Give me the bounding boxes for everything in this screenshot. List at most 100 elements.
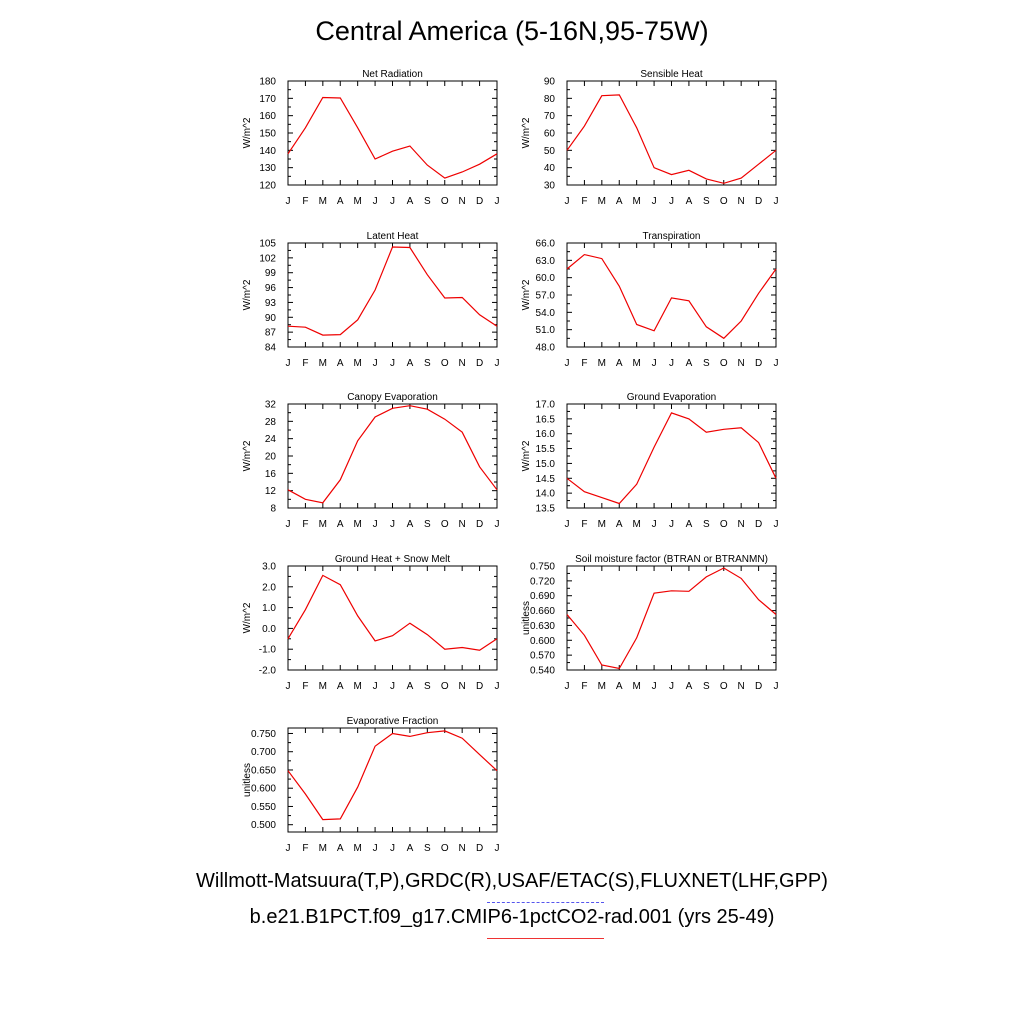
x-tick-label: S xyxy=(424,681,431,692)
x-tick-label: M xyxy=(319,358,327,369)
x-tick-label: J xyxy=(390,843,395,854)
y-tick-label: 0.600 xyxy=(251,784,276,795)
series-line xyxy=(287,246,498,336)
x-tick-label: M xyxy=(632,358,640,369)
x-tick-label: D xyxy=(755,358,762,369)
y-tick-label: 96 xyxy=(265,283,277,294)
y-tick-label: 40 xyxy=(544,163,556,174)
plot-frame xyxy=(287,403,498,509)
x-tick-label: J xyxy=(565,196,570,207)
x-tick-label: A xyxy=(337,681,344,692)
y-axis-label: W/m^2 xyxy=(242,117,253,148)
x-tick-label: M xyxy=(319,196,327,207)
x-tick-label: O xyxy=(441,681,449,692)
x-tick-label: A xyxy=(616,519,623,530)
y-axis-label: W/m^2 xyxy=(242,279,253,310)
y-tick-label: 0.660 xyxy=(530,606,555,617)
y-tick-label: 14.5 xyxy=(536,474,556,485)
y-tick-label: 24 xyxy=(265,434,277,445)
plot-frame xyxy=(566,242,777,348)
x-tick-label: D xyxy=(755,681,762,692)
x-tick-label: D xyxy=(476,843,483,854)
x-tick-label: D xyxy=(755,519,762,530)
y-axis-label: W/m^2 xyxy=(242,440,253,471)
x-tick-label: J xyxy=(495,843,500,854)
x-tick-label: J xyxy=(286,681,291,692)
y-tick-label: 16.0 xyxy=(536,429,556,440)
x-tick-label: J xyxy=(373,196,378,207)
x-tick-label: O xyxy=(720,358,728,369)
x-tick-label: N xyxy=(459,519,466,530)
y-tick-label: 66.0 xyxy=(536,239,556,250)
x-tick-label: J xyxy=(373,681,378,692)
x-tick-label: A xyxy=(337,519,344,530)
x-tick-label: A xyxy=(337,196,344,207)
y-tick-label: 80 xyxy=(544,94,556,105)
y-tick-label: 0.550 xyxy=(251,802,276,813)
y-axis-label: W/m^2 xyxy=(521,117,532,148)
x-tick-label: S xyxy=(424,519,431,530)
x-tick-label: J xyxy=(652,196,657,207)
y-tick-label: 60.0 xyxy=(536,273,556,284)
x-tick-label: D xyxy=(476,519,483,530)
y-tick-label: 99 xyxy=(265,268,277,279)
x-tick-label: F xyxy=(581,519,587,530)
chart-title: Canopy Evaporation xyxy=(347,392,438,403)
y-tick-label: 16 xyxy=(265,469,277,480)
plot-frame xyxy=(566,80,777,186)
y-tick-label: 84 xyxy=(265,343,277,354)
x-tick-label: F xyxy=(302,681,308,692)
series-line xyxy=(287,730,498,821)
x-tick-label: J xyxy=(286,519,291,530)
x-tick-label: J xyxy=(774,519,779,530)
legend-model-swatch xyxy=(487,938,604,939)
y-tick-label: 90 xyxy=(265,313,277,324)
y-tick-label: 0.630 xyxy=(530,621,555,632)
x-tick-label: A xyxy=(686,196,693,207)
series-line xyxy=(287,574,498,651)
legend-observations-swatch xyxy=(487,902,604,903)
x-tick-label: J xyxy=(565,681,570,692)
x-tick-label: O xyxy=(720,681,728,692)
y-tick-label: 0.600 xyxy=(530,636,555,647)
x-tick-label: S xyxy=(703,681,710,692)
chart-panel: Soil moisture factor (BTRAN or BTRANMN) u… xyxy=(521,554,779,692)
y-tick-label: 0.650 xyxy=(251,765,276,776)
legend-observations-label: Willmott-Matsuura(T,P),GRDC(R),USAF/ETAC… xyxy=(196,870,828,892)
x-tick-label: J xyxy=(669,519,674,530)
x-tick-label: J xyxy=(373,519,378,530)
y-tick-label: 8 xyxy=(270,504,276,515)
x-tick-label: N xyxy=(738,519,745,530)
x-tick-label: N xyxy=(459,843,466,854)
x-tick-label: A xyxy=(337,358,344,369)
y-tick-label: 87 xyxy=(265,328,277,339)
y-tick-label: 0.0 xyxy=(262,624,276,635)
x-tick-label: A xyxy=(616,681,623,692)
y-tick-label: 20 xyxy=(265,452,277,463)
x-tick-label: J xyxy=(669,681,674,692)
y-tick-label: 0.540 xyxy=(530,666,555,677)
x-tick-label: J xyxy=(774,681,779,692)
y-tick-label: 150 xyxy=(259,129,276,140)
y-tick-label: 16.5 xyxy=(536,414,556,425)
y-axis-label: W/m^2 xyxy=(242,602,253,633)
x-tick-label: D xyxy=(476,681,483,692)
y-tick-label: 28 xyxy=(265,417,277,428)
x-tick-label: J xyxy=(669,358,674,369)
x-tick-label: N xyxy=(459,358,466,369)
y-tick-label: -2.0 xyxy=(259,666,277,677)
x-tick-label: N xyxy=(459,681,466,692)
x-tick-label: M xyxy=(353,196,361,207)
x-tick-label: A xyxy=(407,843,414,854)
y-tick-label: 57.0 xyxy=(536,291,556,302)
x-tick-label: J xyxy=(652,681,657,692)
x-tick-label: O xyxy=(441,196,449,207)
y-tick-label: 60 xyxy=(544,129,556,140)
x-tick-label: M xyxy=(319,843,327,854)
y-tick-label: 54.0 xyxy=(536,308,556,319)
x-tick-label: M xyxy=(319,519,327,530)
x-tick-label: M xyxy=(319,681,327,692)
